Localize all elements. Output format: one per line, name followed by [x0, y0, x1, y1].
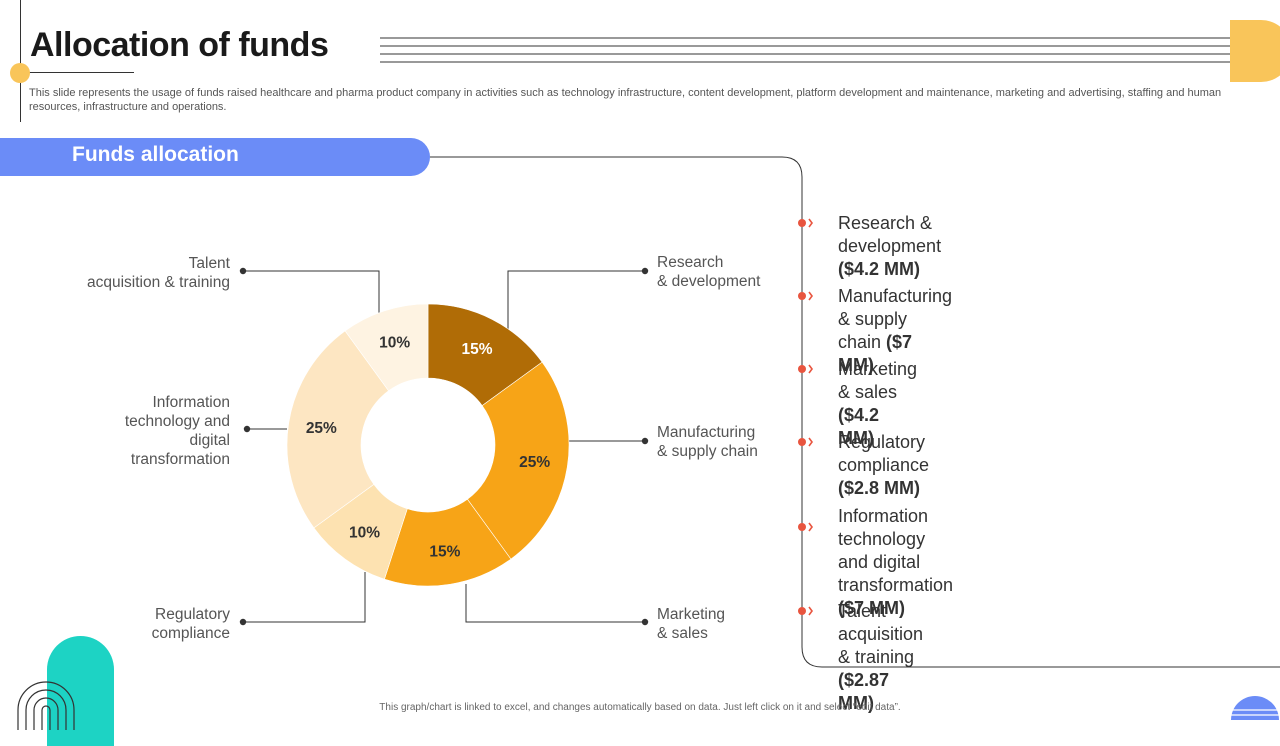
list-item: Talent acquisition & training ($2.87 MM)	[838, 601, 924, 713]
header-underline	[20, 72, 134, 73]
page-title: Allocation of funds	[30, 26, 329, 64]
bullet-icon	[798, 218, 813, 228]
list-item: Information technology and digital trans…	[838, 506, 954, 618]
section-header-pill	[0, 138, 430, 176]
label-talent-acquisition: Talent acquisition & training	[86, 255, 230, 291]
list-bullets	[798, 218, 813, 616]
funds-donut-chart: 15% 25% 15% 10% 25% 10%	[286, 303, 570, 587]
donut-slice-it-digital-transformation	[286, 330, 390, 529]
label-manufacturing-supply-chain: Manufacturing & supply chain	[657, 424, 758, 460]
yellow-dot	[10, 63, 30, 83]
header-lines	[380, 37, 1280, 63]
slice-value-label: 10%	[349, 524, 380, 541]
yellow-half-circle-decoration	[1230, 20, 1280, 82]
list-item: Marketing & sales ($4.2 MM)	[838, 359, 918, 448]
slice-value-label: 25%	[306, 420, 337, 437]
bullet-icon	[798, 522, 813, 532]
bullet-icon	[798, 364, 813, 374]
section-title: Funds allocation	[72, 143, 239, 166]
label-research-development: Research & development	[657, 254, 761, 290]
slice-value-label: 15%	[462, 341, 493, 358]
blue-half-circle-decoration	[1231, 696, 1279, 720]
label-it-digital-transformation: Information technology and digital transfor…	[124, 394, 230, 468]
list-item: Manufacturing & supply chain ($7 MM)	[838, 286, 953, 375]
bullet-icon	[798, 291, 813, 301]
footer-note: This graph/chart is linked to excel, and…	[379, 702, 901, 713]
connector-lines	[239, 156, 1280, 668]
slice-value-label: 15%	[429, 544, 460, 561]
donut-slice-manufacturing-supply-chain	[466, 361, 570, 560]
header-vertical-rule	[20, 0, 21, 122]
page-subtitle: This slide represents the usage of funds…	[29, 87, 1222, 113]
donut-slice-talent-acquisition	[344, 303, 429, 392]
bullet-icon	[798, 606, 813, 616]
label-regulatory-compliance: Regulatory compliance	[151, 606, 230, 642]
list-item: Research & development ($4.2 MM)	[838, 213, 942, 279]
bullet-icon	[798, 437, 813, 447]
list-item: Regulatory compliance ($2.8 MM)	[838, 432, 930, 498]
slice-value-label: 10%	[379, 334, 410, 351]
concentric-arcs-decoration	[17, 681, 75, 730]
slice-value-label: 25%	[519, 454, 550, 471]
label-marketing-sales: Marketing & sales	[657, 606, 726, 642]
